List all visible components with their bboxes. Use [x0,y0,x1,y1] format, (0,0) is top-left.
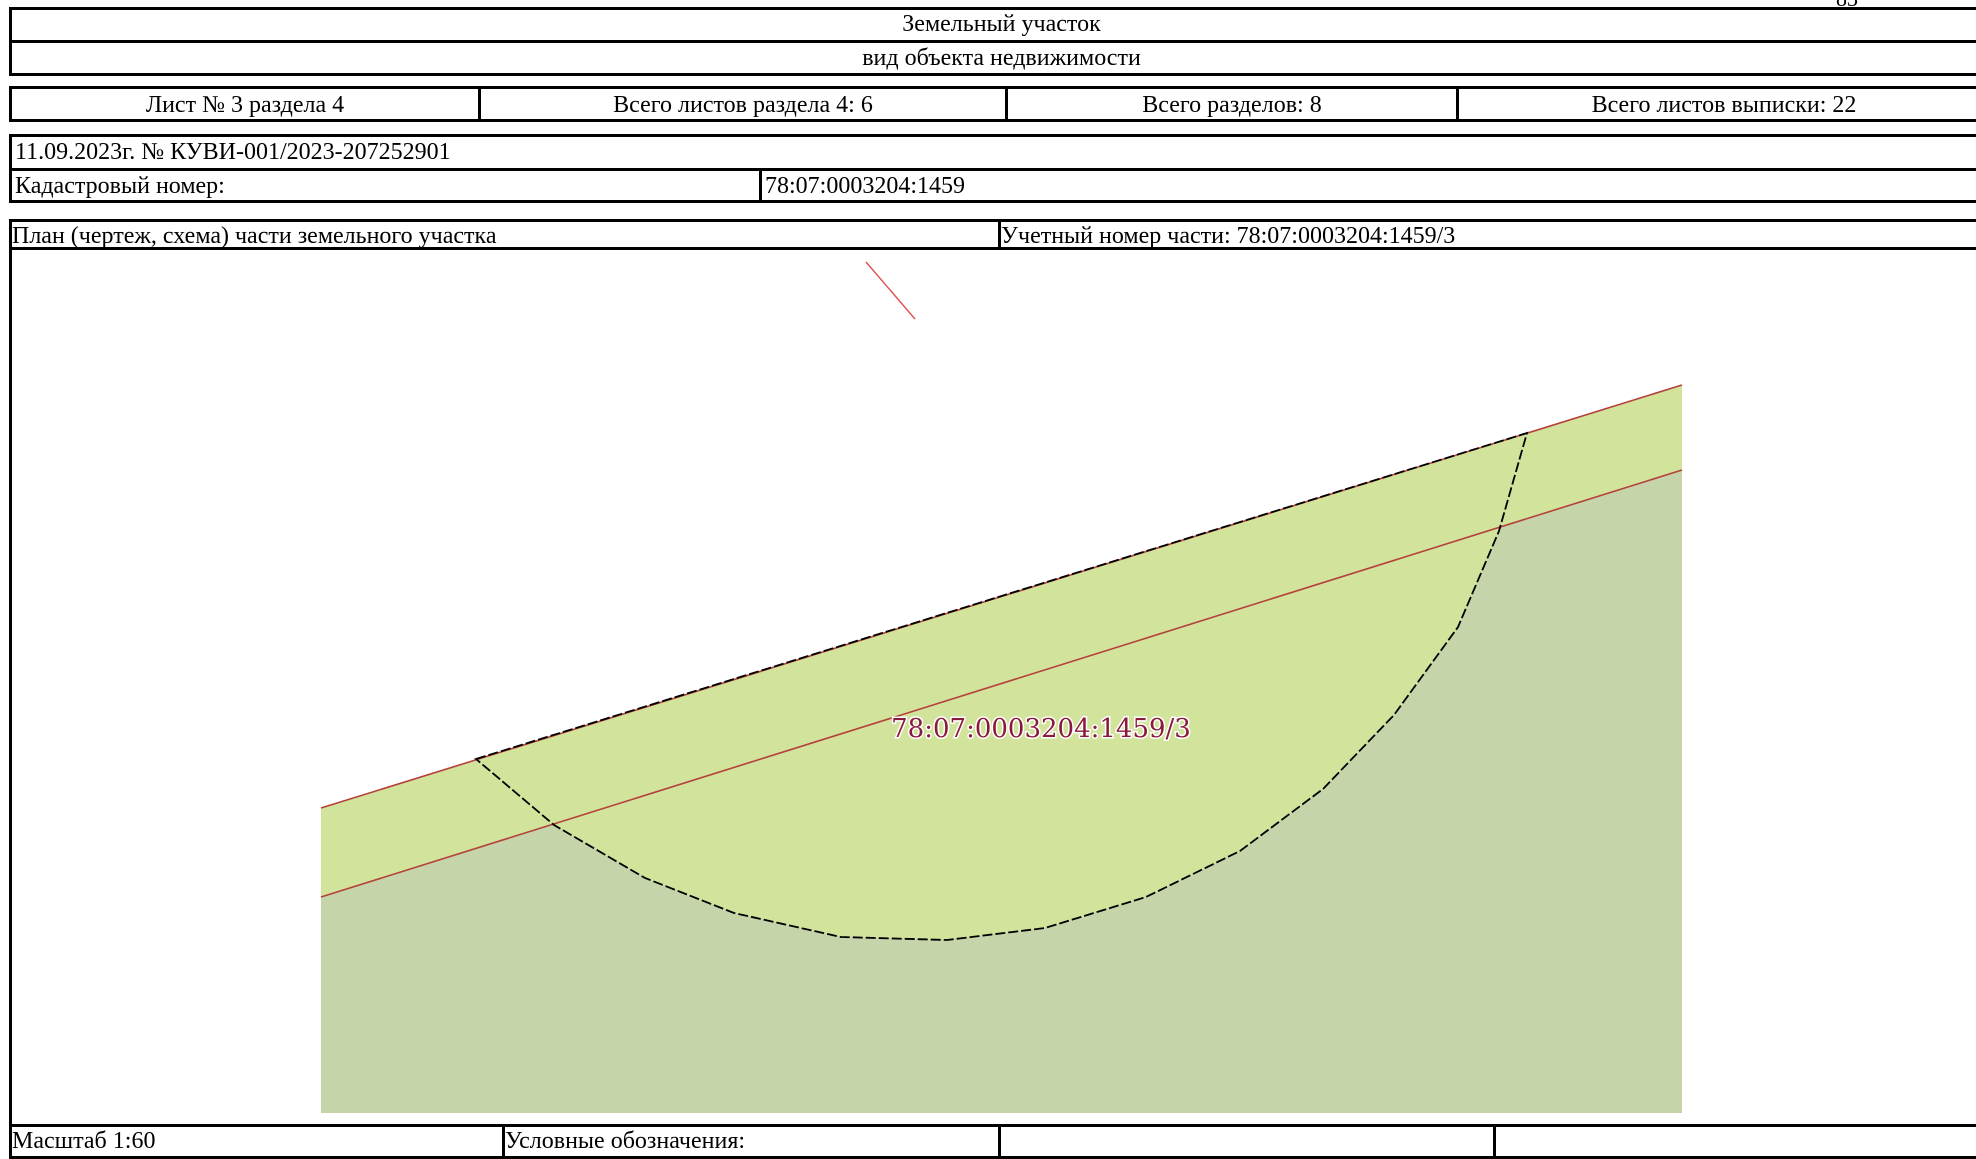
statement-date-number: 11.09.2023г. № КУВИ-001/2023-207252901 [15,139,451,165]
plan-title: План (чертеж, схема) части земельного уч… [12,223,497,249]
part-region [476,433,1527,940]
sheets-total: Всего листов выписки: 22 [1591,92,1857,118]
sheet-number: Лист № 3 раздела 4 [145,92,345,118]
object-type-subtitle: вид объекта недвижимости [862,45,1141,71]
part-number: Учетный номер части: 78:07:0003204:1459/… [1001,223,1456,249]
sheets-in-section: Всего листов раздела 4: 6 [613,92,873,118]
page-number: 83 [1836,0,1858,12]
object-type-title: Земельный участок [902,11,1101,37]
part-label: 78:07:0003204:1459/3 [891,714,1191,744]
legend-label: Условные обозначения: [505,1128,746,1154]
sheet-info-row [9,86,1976,122]
cadastral-number-value: 78:07:0003204:1459 [765,173,966,199]
scale-label: Масштаб 1:60 [12,1128,156,1154]
sections-total: Всего разделов: 8 [1142,92,1322,118]
part-outline [474,431,1529,941]
cadastral-number-label: Кадастровый номер: [15,173,225,199]
red-mark [865,261,916,320]
boundary-line-lower [320,469,1683,898]
